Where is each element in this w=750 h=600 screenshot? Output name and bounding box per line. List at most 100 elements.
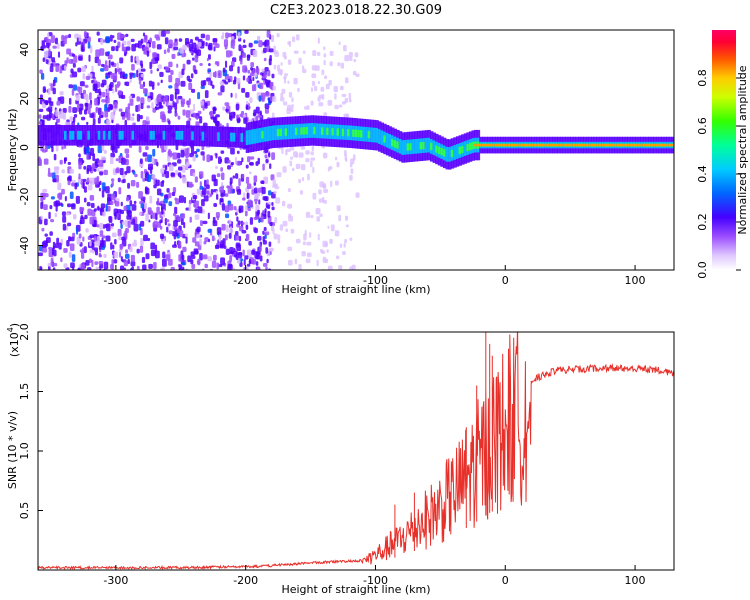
spectrogram-ridge-core	[619, 143, 623, 147]
spectrogram-ridge-cell	[461, 145, 465, 154]
spectrogram-cell	[212, 38, 218, 43]
spectrogram-cell	[345, 224, 349, 228]
spectrogram-ridge-cell	[341, 128, 346, 137]
spectrogram-cell	[89, 234, 95, 238]
spectrogram-cell	[221, 203, 225, 211]
spectrogram-cell	[63, 157, 66, 164]
spectrogram-ridge-core	[497, 143, 501, 147]
spectrogram-cell	[177, 172, 182, 177]
spectrogram-cell	[262, 42, 266, 46]
spectrogram-ridge-cell	[367, 130, 372, 139]
spectrogram-cell	[186, 161, 190, 167]
spectrogram-cell	[105, 235, 111, 242]
spectrogram-cell	[89, 92, 92, 101]
spectrogram-ridge-cell	[134, 125, 138, 146]
spectrogram-ridge-cell	[310, 123, 314, 138]
spectrogram-cell	[52, 267, 56, 270]
spectrogram-cell	[239, 225, 244, 232]
spectrogram-ridge-cell	[63, 130, 68, 140]
spectrogram-cell	[140, 220, 145, 227]
spectrogram-cell	[137, 104, 141, 112]
spectrogram-cell	[114, 67, 117, 75]
spectrogram-cell	[48, 32, 53, 37]
spectrogram-ridge-cell	[432, 140, 436, 156]
spectrogram-ridge-cell	[253, 128, 257, 144]
spectrogram-cell	[163, 194, 169, 200]
spectrogram-cell	[68, 33, 72, 38]
spectrogram-cell	[93, 168, 97, 172]
spectrogram-cell	[307, 173, 310, 181]
spectrogram-ridge-core	[674, 144, 677, 146]
spectrogram-cell	[267, 215, 272, 224]
spectrogram-cell	[173, 235, 177, 240]
spectrogram-ridge-cell	[40, 125, 44, 146]
spectrogram-cell	[213, 254, 217, 261]
spectrogram-cell	[310, 151, 314, 156]
spectrogram-cell	[113, 259, 118, 264]
spectrogram-cell	[235, 211, 238, 216]
spectrogram-ridge-cell	[284, 128, 289, 136]
spectrogram-cell	[122, 178, 126, 184]
spectrogram-cell	[244, 255, 249, 260]
spectrogram-cell	[203, 241, 207, 245]
spectrogram-cell	[40, 72, 45, 80]
spectrogram-cell	[116, 212, 119, 218]
spectrogram-cell	[46, 114, 51, 121]
spectrogram-cell	[230, 161, 235, 166]
spectrogram-ridge-cell	[87, 130, 91, 140]
spectrogram-cell	[110, 223, 115, 227]
spectrogram-cell	[78, 56, 83, 61]
spectrogram-cell	[266, 258, 269, 264]
spectrogram-cell	[125, 153, 130, 159]
spectrogram-ridge-cell	[313, 126, 317, 135]
spectrogram-cell	[274, 216, 278, 224]
spectrogram-cell	[119, 57, 124, 64]
spectrogram-cell	[247, 156, 251, 163]
spectrogram-cell	[150, 214, 153, 219]
spectrogram-cell	[107, 193, 112, 202]
spectrogram-cell	[188, 199, 192, 205]
spectrogram-x-ticks: -300 -200 -100 0 100	[103, 265, 646, 287]
spectrogram-cell	[125, 227, 129, 234]
spectrogram-cell	[151, 157, 155, 165]
spectrogram-cell	[224, 193, 229, 197]
spectrogram-cell	[196, 226, 201, 233]
spectrogram-cell	[197, 92, 201, 100]
spectrogram-cell	[329, 61, 333, 67]
spectrogram-cell	[41, 227, 45, 232]
spectrogram-cell	[119, 167, 124, 176]
spectrogram-cell	[273, 190, 277, 195]
spectrogram-cell	[204, 263, 208, 269]
spectrogram-cell	[287, 188, 291, 193]
spectrogram-ridge-cell	[147, 125, 151, 146]
spectrogram-ridge-core	[541, 143, 546, 147]
spectrogram-cell	[260, 92, 266, 100]
spectrogram-cell	[167, 109, 172, 114]
spectrogram-cell	[227, 78, 231, 83]
spectrogram-cell	[128, 95, 133, 100]
spectrogram-cell	[181, 254, 185, 261]
spectrogram-cell	[168, 39, 173, 48]
spectrogram-cell	[47, 172, 53, 177]
spectrogram-cell	[89, 194, 95, 201]
spectrogram-cell	[188, 82, 193, 90]
spectrogram-ridge-cell	[53, 125, 57, 146]
spectrogram-cell	[171, 191, 176, 197]
spectrogram-cell	[199, 185, 204, 190]
spectrogram-cell	[197, 244, 202, 251]
spectrogram-cell	[85, 228, 89, 233]
spectrogram-cell	[140, 237, 144, 246]
spectrogram-cell	[64, 35, 69, 39]
spectrogram-cell	[40, 215, 43, 220]
spectrogram-ridge-core	[616, 143, 621, 147]
spectrogram-ridge-cell	[136, 125, 141, 146]
spectrogram-cell	[183, 196, 187, 204]
spectrogram-cell	[152, 148, 156, 157]
spectrogram-ridge-core	[476, 143, 481, 147]
spectrogram-cell	[101, 239, 104, 248]
spectrogram-cell	[176, 63, 179, 68]
spectrogram-ridge-core	[546, 143, 551, 147]
spectrogram-cell	[48, 48, 51, 57]
spectrogram-ridge-cell	[71, 130, 76, 140]
colorbar-tick-label-1: 0.2	[696, 213, 709, 231]
